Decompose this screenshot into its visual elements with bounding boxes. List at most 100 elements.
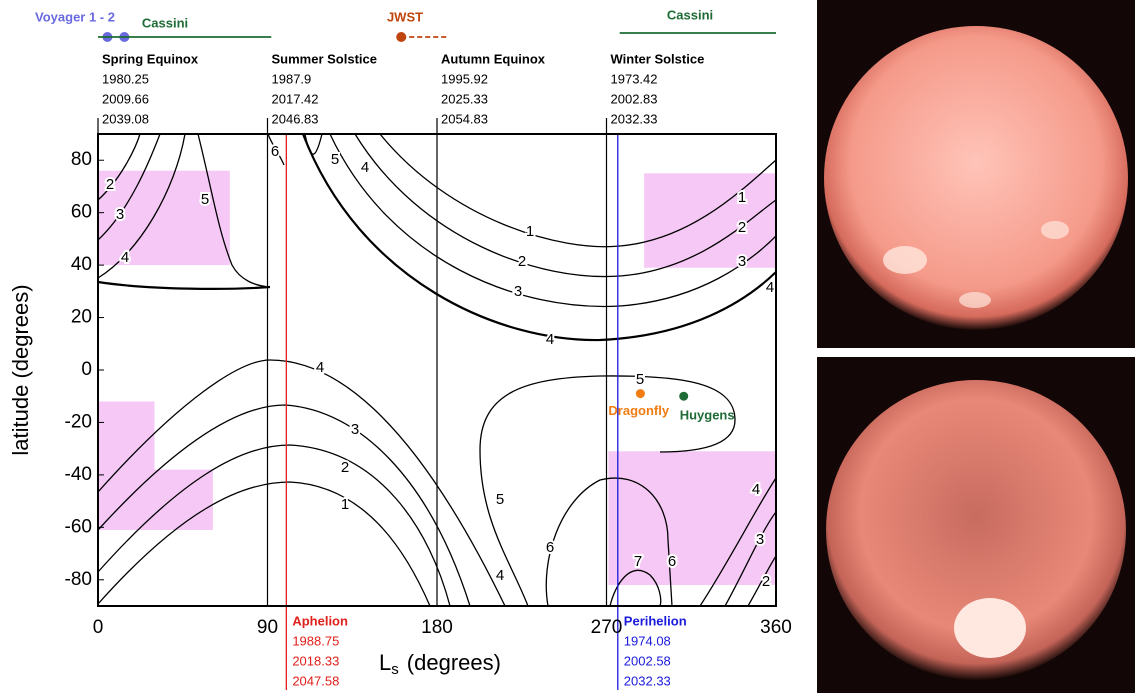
- contour-line: [545, 477, 673, 607]
- site-point: [679, 391, 689, 401]
- y-tick-label: -60: [65, 516, 92, 537]
- y-tick-label: -40: [65, 464, 92, 485]
- contour-label: 3: [756, 531, 764, 548]
- planet: [826, 380, 1126, 680]
- contour-label: 2: [762, 573, 770, 590]
- y-tick-label: -20: [65, 411, 92, 432]
- highlight-region: [154, 469, 213, 530]
- contour-label: 5: [201, 191, 209, 208]
- contour-label: 5: [496, 491, 504, 508]
- contour-label: 4: [361, 159, 369, 176]
- y-tick-label: 20: [71, 307, 92, 328]
- polar-cloud: [954, 598, 1026, 658]
- contour-line: [301, 133, 777, 342]
- season-year: 2054.83: [441, 111, 488, 126]
- season-name: Autumn Equinox: [441, 51, 546, 66]
- y-tick-label: 40: [71, 254, 92, 275]
- y-tick-label: 80: [71, 149, 92, 170]
- season-name: Summer Solstice: [272, 51, 378, 66]
- contour-line: [747, 555, 777, 607]
- x-tick-label: 270: [591, 617, 623, 638]
- contour-label: 1: [526, 223, 534, 240]
- contour-line: [97, 133, 161, 241]
- season-name: Spring Equinox: [102, 51, 199, 66]
- mission-point: [396, 32, 407, 42]
- contour-label: 7: [634, 553, 642, 570]
- contour-label: 5: [331, 151, 339, 168]
- site-name: Huygens: [680, 408, 735, 423]
- contour-line: [304, 133, 323, 155]
- panel-b: [817, 357, 1135, 693]
- contour-label: 6: [668, 553, 676, 570]
- contour-line: [97, 359, 506, 607]
- season-name: Winter Solstice: [611, 51, 705, 66]
- highlight-region: [644, 173, 776, 268]
- contour-line: [97, 133, 186, 279]
- x-tick-label: 180: [421, 617, 453, 638]
- y-tick-label: -80: [65, 569, 92, 590]
- season-year: 2009.66: [102, 91, 149, 106]
- contour-label: 2: [341, 459, 349, 476]
- mission-name: JWST: [387, 9, 423, 24]
- x-axis-label-part: (degrees): [407, 650, 501, 675]
- contour-label: 2: [738, 219, 746, 236]
- x-axis-label-part: L: [379, 650, 391, 675]
- contour-label: 4: [546, 331, 554, 348]
- season-year: 1973.42: [611, 71, 658, 86]
- contour-line: [267, 133, 285, 166]
- contour-label: 2: [518, 253, 526, 270]
- season-year: 2046.83: [272, 111, 319, 126]
- mission-name: Cassini: [667, 7, 713, 22]
- mission-name: Voyager 1 - 2: [35, 9, 115, 24]
- contour-label: 1: [738, 189, 746, 206]
- y-tick-label: 60: [71, 202, 92, 223]
- x-tick-label: 0: [93, 617, 104, 638]
- highlight-region: [98, 401, 155, 530]
- contour-label: 6: [546, 539, 554, 556]
- mission-name: Cassini: [142, 15, 188, 30]
- site-point: [635, 389, 645, 399]
- contour-line: [97, 280, 271, 290]
- cloud: [883, 246, 927, 274]
- season-year: 2017.42: [272, 91, 319, 106]
- contour-line: [97, 133, 141, 201]
- panel-a: [817, 0, 1135, 348]
- orbit-year: 1988.75: [292, 633, 339, 648]
- season-year: 2039.08: [102, 111, 149, 126]
- contour-label: 4: [316, 359, 324, 376]
- contour-label: 3: [351, 421, 359, 438]
- contour-label: 4: [496, 567, 504, 584]
- contour-label: 3: [116, 206, 124, 223]
- planet: [824, 26, 1128, 330]
- x-axis-label-part: s: [391, 661, 399, 678]
- orbit-year: 2018.33: [292, 653, 339, 668]
- contour-line: [329, 133, 777, 308]
- orbit-year: 1974.08: [624, 633, 671, 648]
- orbit-year: 2032.33: [624, 673, 671, 688]
- contour-label: 5: [636, 371, 644, 388]
- contour-line: [699, 477, 777, 607]
- contour-label: 1: [341, 496, 349, 513]
- season-year: 1980.25: [102, 71, 149, 86]
- contour-line: [97, 404, 471, 607]
- contour-line: [379, 133, 777, 248]
- contour-label: 3: [514, 283, 522, 300]
- contour-label: 2: [106, 176, 114, 193]
- orbit-year: 2047.58: [292, 673, 339, 688]
- contour-label: 4: [752, 481, 760, 498]
- season-year: 2002.83: [611, 91, 658, 106]
- contour-line: [197, 133, 271, 288]
- site-name: Dragonfly: [608, 403, 669, 418]
- x-axis-label: Ls (degrees): [379, 650, 501, 678]
- x-tick-label: 360: [760, 617, 792, 638]
- contour-label: 4: [766, 279, 774, 296]
- contour-line: [354, 133, 777, 278]
- x-tick-label: 90: [257, 617, 278, 638]
- contour-label: 4: [121, 249, 129, 266]
- contour-label: 6: [271, 143, 279, 160]
- season-year: 1995.92: [441, 71, 488, 86]
- contour-line: [479, 375, 736, 607]
- y-tick-label: 0: [81, 359, 92, 380]
- season-year: 1987.9: [272, 71, 312, 86]
